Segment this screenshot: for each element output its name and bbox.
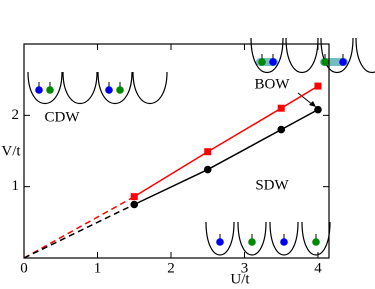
particle (105, 86, 113, 94)
marker (277, 104, 285, 112)
plot-frame (23, 43, 330, 259)
series-line (133, 85, 319, 198)
particle (116, 86, 124, 94)
x-tick-label: 2 (167, 260, 175, 276)
phase-label: BOW (255, 76, 291, 92)
extrapolation (23, 203, 135, 259)
marker (277, 125, 286, 134)
series-line (133, 108, 319, 206)
arrow-head (309, 101, 316, 107)
y-tick-label: 2 (12, 107, 20, 123)
y-axis-label: V/t (1, 143, 21, 159)
particle (269, 58, 277, 66)
well (320, 37, 354, 74)
well (285, 37, 319, 74)
well (132, 71, 168, 104)
x-tick-label: 0 (20, 260, 28, 276)
particle (339, 58, 347, 66)
marker (130, 193, 138, 201)
x-tick-label: 3 (241, 260, 249, 276)
well (62, 71, 98, 104)
well (205, 221, 235, 256)
x-tick-label: 4 (314, 260, 322, 276)
marker (130, 200, 139, 209)
particle (248, 238, 256, 246)
marker (204, 148, 212, 156)
particle (216, 238, 224, 246)
phase-label: SDW (255, 177, 289, 193)
well (355, 37, 375, 74)
particle (321, 58, 329, 66)
marker (203, 165, 212, 174)
well (237, 221, 267, 256)
icons (27, 37, 375, 256)
particle (258, 58, 266, 66)
extrapolation (23, 195, 135, 259)
particle (280, 238, 288, 246)
pointer-arrow (297, 92, 314, 106)
x-tick-label: 1 (94, 260, 102, 276)
well (269, 221, 299, 256)
marker (314, 105, 322, 114)
x-axis-label: U/t (230, 271, 250, 287)
well (27, 71, 63, 104)
phase-label: CDW (45, 109, 81, 125)
y-tick-label: 1 (12, 178, 20, 194)
well (97, 71, 133, 104)
particle (46, 86, 54, 94)
particle (312, 238, 320, 246)
particle (35, 86, 43, 94)
well (250, 37, 284, 74)
marker (314, 82, 322, 90)
